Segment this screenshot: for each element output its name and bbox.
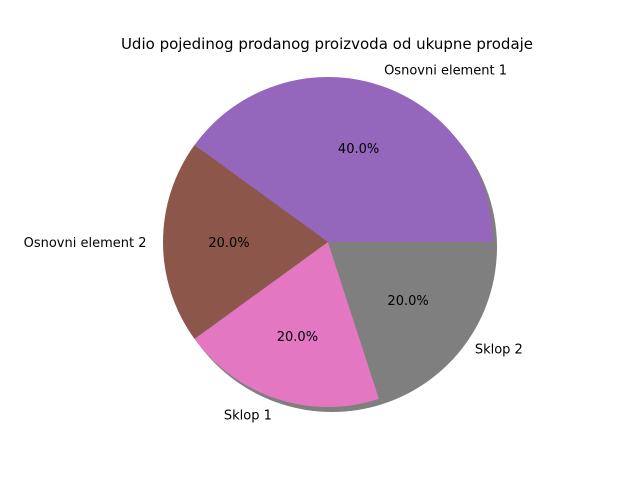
pie-slices (163, 76, 493, 407)
percent-label-sklop-2: 20.0% (387, 294, 428, 309)
chart-title: Udio pojedinog prodanog proizvoda od uku… (121, 35, 533, 53)
slice-label-osnovni-element-1: Osnovni element 1 (384, 63, 507, 78)
slice-label-osnovni-element-2: Osnovni element 2 (24, 236, 147, 251)
percent-label-osnovni-element-1: 40.0% (338, 142, 379, 157)
pie-slice-osnovni-element-1 (194, 76, 493, 242)
pie-slice-sklop-1 (194, 242, 379, 407)
pie-slice-osnovni-element-2 (163, 145, 328, 339)
pie-labels: Osnovni element 1 40.0% Osnovni element 2 2… (24, 63, 523, 423)
percent-label-sklop-1: 20.0% (277, 330, 318, 345)
slice-label-sklop-1: Sklop 1 (224, 409, 272, 424)
percent-label-osnovni-element-2: 20.0% (208, 236, 249, 251)
pie-slice-sklop-2 (328, 242, 493, 399)
slice-label-sklop-2: Sklop 2 (475, 343, 523, 358)
